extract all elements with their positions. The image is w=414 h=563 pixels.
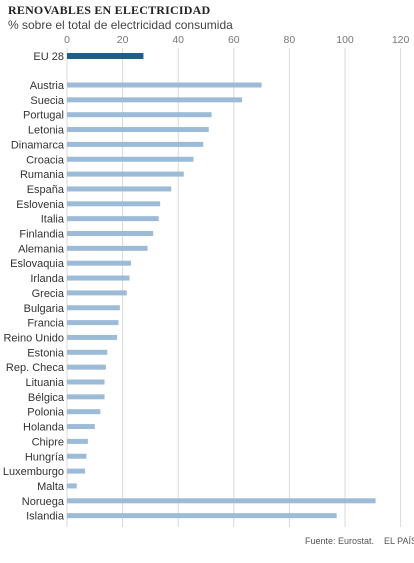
- bar: [67, 290, 127, 296]
- bar: [67, 201, 161, 207]
- bar: [67, 438, 88, 444]
- bar: [67, 156, 194, 162]
- bar: [67, 127, 209, 133]
- bar: [67, 483, 77, 489]
- x-tick-label: 40: [172, 34, 184, 46]
- category-label: Malta: [37, 481, 65, 493]
- bar: [67, 260, 131, 266]
- bar: [67, 186, 172, 192]
- bar: [67, 334, 118, 340]
- category-label: Croacia: [26, 154, 65, 166]
- bar: [67, 112, 212, 118]
- bar: [67, 245, 148, 251]
- category-label: EU 28: [33, 51, 64, 63]
- bar: [67, 379, 105, 385]
- bar: [67, 171, 184, 177]
- category-label: Dinamarca: [11, 139, 65, 151]
- x-tick-label: 20: [117, 34, 129, 46]
- bar: [67, 82, 262, 88]
- category-label: Alemania: [18, 243, 65, 255]
- category-label: Estonia: [27, 347, 65, 359]
- bar: [67, 231, 154, 236]
- bar: [67, 305, 120, 311]
- bar: [67, 141, 204, 147]
- category-label: Italia: [41, 214, 65, 226]
- bar: [67, 409, 101, 415]
- category-label: Austria: [30, 80, 65, 92]
- category-label: Francia: [27, 318, 65, 330]
- category-label: Suecia: [30, 95, 65, 107]
- x-tick-label: 100: [336, 34, 354, 46]
- highlight-bar: [67, 53, 144, 59]
- category-label: Polonia: [27, 407, 65, 419]
- category-label: España: [27, 184, 65, 196]
- chart-title: RENOVABLES EN ELECTRICIDAD: [8, 3, 211, 17]
- bar: [67, 216, 159, 222]
- publisher-credit: EL PAÍS: [384, 536, 414, 546]
- category-label: Rep. Checa: [6, 362, 65, 374]
- category-label: Portugal: [23, 110, 64, 122]
- category-label: Eslovenia: [16, 199, 65, 211]
- x-tick-label: 60: [228, 34, 240, 46]
- x-tick-label: 120: [392, 34, 410, 46]
- bar: [67, 364, 106, 370]
- bar: [67, 275, 130, 281]
- source-note: Fuente: Eurostat.: [305, 536, 375, 546]
- category-label: Luxemburgo: [3, 466, 64, 478]
- bar: [67, 394, 105, 400]
- x-tick-label: 80: [284, 34, 296, 46]
- category-label: Chipre: [32, 436, 64, 448]
- category-label: Islandia: [26, 511, 65, 523]
- category-label: Finlandia: [19, 229, 65, 241]
- bar: [67, 424, 95, 430]
- bar: [67, 320, 119, 326]
- bar: [67, 97, 243, 103]
- bar: [67, 513, 337, 519]
- category-label: Rumania: [20, 169, 65, 181]
- bar: [67, 498, 376, 504]
- bar: [67, 468, 86, 474]
- category-label: Bélgica: [28, 392, 65, 404]
- bar: [67, 349, 108, 355]
- category-label: Holanda: [23, 422, 65, 434]
- category-label: Noruega: [22, 496, 65, 508]
- category-label: Bulgaria: [24, 303, 65, 315]
- category-label: Lituania: [25, 377, 64, 389]
- category-label: Letonia: [28, 125, 65, 137]
- category-label: Grecia: [32, 288, 65, 300]
- x-tick-label: 0: [64, 34, 70, 46]
- category-label: Hungría: [25, 451, 65, 463]
- bar: [67, 453, 87, 459]
- category-label: Irlanda: [30, 273, 65, 285]
- chart-subtitle: % sobre el total de electricidad consumi…: [8, 18, 233, 32]
- category-label: Reino Unido: [3, 332, 64, 344]
- category-label: Eslovaquia: [10, 258, 65, 270]
